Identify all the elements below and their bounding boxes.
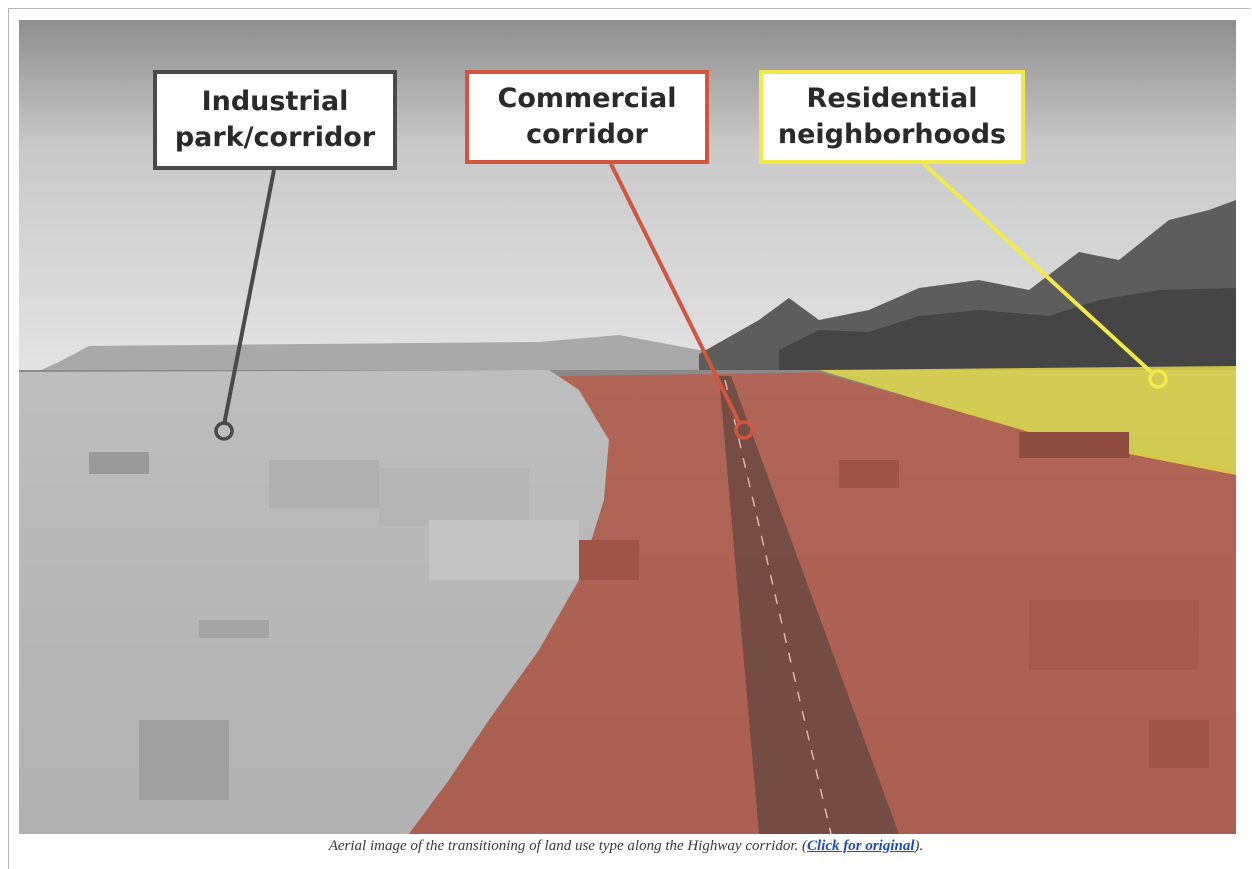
industrial-label: Industrial park/corridor (153, 70, 397, 170)
caption-paren-open: ( (802, 838, 808, 854)
building (139, 720, 229, 800)
residential-leader-line (922, 162, 1153, 374)
building (579, 540, 639, 580)
building (1029, 600, 1199, 670)
industrial-marker-circle (214, 421, 234, 441)
click-for-original-link[interactable]: Click for original (807, 838, 915, 854)
commercial-leader-line (609, 163, 741, 423)
highway-lane-line (724, 379, 832, 834)
residential-marker-circle (1148, 369, 1168, 389)
residential-label: Residential neighborhoods (759, 70, 1025, 164)
commercial-label: Commercial corridor (465, 70, 709, 164)
mountain-foothills (779, 288, 1236, 380)
building (379, 468, 529, 526)
highway (719, 376, 899, 834)
image-caption: Aerial image of the transitioning of lan… (0, 838, 1252, 855)
building (1019, 432, 1129, 458)
building (199, 620, 269, 638)
frame-edge (8, 836, 9, 869)
building (1149, 720, 1209, 768)
building (269, 460, 379, 508)
commercial-zone-overlay (409, 372, 1236, 834)
industrial-leader-line (222, 169, 276, 426)
caption-paren-close: ). (914, 838, 924, 854)
building (429, 520, 579, 580)
building (839, 460, 899, 488)
building (89, 452, 149, 474)
residential-zone-overlay (819, 366, 1236, 475)
commercial-marker-circle (734, 420, 754, 440)
caption-text: Aerial image of the transitioning of lan… (328, 838, 799, 854)
figure-frame (8, 8, 1250, 860)
